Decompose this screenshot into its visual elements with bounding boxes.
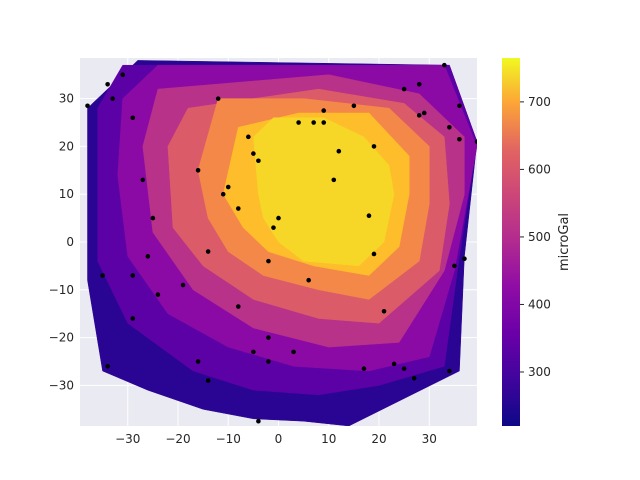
- data-point: [155, 292, 161, 297]
- y-tick-label: −30: [49, 378, 74, 392]
- data-point: [251, 151, 256, 156]
- data-point: [321, 108, 327, 113]
- data-point: [361, 366, 367, 371]
- data-point: [271, 225, 276, 230]
- data-point: [411, 375, 417, 381]
- data-point: [371, 251, 377, 257]
- data-point: [447, 124, 452, 130]
- data-point: [336, 148, 342, 154]
- colorbar: [502, 58, 520, 426]
- contour-fills: [87, 60, 477, 426]
- colorbar-ticks: 300 400 500 600 700: [520, 95, 551, 379]
- x-tick-label: −10: [216, 432, 241, 446]
- data-point: [416, 81, 422, 87]
- contour-band-700: [253, 117, 395, 267]
- data-point: [266, 335, 271, 340]
- data-point: [85, 103, 90, 109]
- data-point: [457, 103, 462, 109]
- data-point: [195, 168, 201, 173]
- data-point: [205, 249, 211, 254]
- data-point: [235, 304, 241, 309]
- y-tick-label: 30: [59, 92, 74, 106]
- x-tick-label: −20: [165, 432, 190, 446]
- x-tick-label: 30: [422, 432, 437, 446]
- data-point: [225, 184, 231, 190]
- data-point: [145, 254, 151, 259]
- data-point: [296, 120, 301, 125]
- data-point: [391, 361, 397, 367]
- y-axis-ticks: −30 −20 −10 0 10 20 30: [49, 92, 74, 393]
- data-point: [371, 144, 377, 149]
- data-point: [331, 177, 337, 183]
- data-point: [474, 139, 477, 144]
- data-point: [130, 273, 136, 278]
- data-point: [215, 96, 221, 101]
- colorbar-tick-label: 500: [528, 230, 551, 244]
- data-point: [266, 359, 271, 364]
- data-point: [457, 136, 462, 142]
- y-tick-label: −10: [49, 283, 74, 297]
- data-point: [251, 349, 256, 355]
- data-point: [401, 86, 407, 92]
- data-point: [195, 359, 201, 364]
- colorbar-label: microGal: [557, 213, 572, 271]
- data-point: [462, 256, 467, 262]
- x-tick-label: −30: [115, 432, 140, 446]
- data-point: [366, 213, 372, 219]
- colorbar-tick-label: 300: [528, 365, 551, 379]
- data-point: [311, 120, 316, 125]
- data-point: [306, 277, 311, 283]
- colorbar-tick-label: 600: [528, 162, 551, 176]
- data-point: [105, 363, 110, 369]
- data-point: [100, 273, 105, 278]
- data-point: [150, 215, 156, 221]
- data-point: [381, 308, 387, 314]
- data-point: [140, 177, 146, 183]
- data-point: [130, 115, 136, 121]
- data-point: [266, 258, 271, 264]
- x-tick-label: 20: [371, 432, 386, 446]
- data-point: [130, 316, 136, 321]
- colorbar-tick-label: 700: [528, 95, 551, 109]
- y-tick-label: 20: [59, 139, 74, 153]
- data-point: [416, 113, 422, 118]
- data-point: [105, 81, 110, 87]
- x-tick-label: 0: [275, 432, 283, 446]
- colorbar-tick-label: 400: [528, 297, 551, 311]
- data-point: [110, 96, 115, 101]
- x-axis-ticks: −30 −20 −10 0 10 20 30: [115, 432, 437, 446]
- data-point: [401, 366, 407, 371]
- data-point: [246, 134, 251, 140]
- data-point: [256, 418, 261, 424]
- data-point: [256, 158, 261, 164]
- data-point: [120, 72, 126, 78]
- data-point: [447, 368, 452, 374]
- y-tick-label: 10: [59, 187, 74, 201]
- data-point: [205, 378, 211, 383]
- data-point: [442, 62, 447, 68]
- data-point: [291, 349, 296, 355]
- data-point: [421, 110, 427, 116]
- x-tick-label: 10: [321, 432, 336, 446]
- data-point: [452, 263, 457, 269]
- y-tick-label: −20: [49, 331, 74, 345]
- data-point: [321, 120, 327, 125]
- data-point: [180, 282, 186, 288]
- data-points: [85, 62, 477, 424]
- y-tick-label: 0: [66, 235, 74, 249]
- data-point: [276, 215, 281, 221]
- data-point: [351, 103, 357, 109]
- data-point: [220, 191, 226, 197]
- data-point: [235, 206, 241, 211]
